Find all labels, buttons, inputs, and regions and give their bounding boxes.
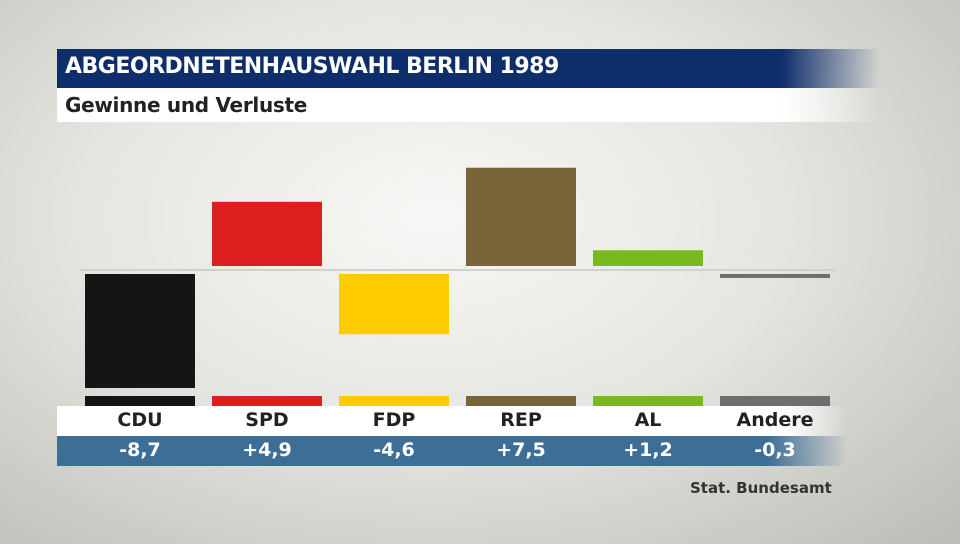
bar-al bbox=[593, 250, 703, 266]
source-label: Stat. Bundesamt bbox=[690, 479, 832, 497]
category-label-fdp: FDP bbox=[372, 409, 416, 431]
subtitle-bar: Gewinne und Verluste bbox=[57, 88, 880, 122]
color-strip-cdu bbox=[85, 396, 195, 406]
category-label-andere: Andere bbox=[736, 409, 814, 431]
value-label-spd: +4,9 bbox=[242, 439, 292, 461]
category-labels-row: CDU SPD FDP REP AL Andere bbox=[57, 406, 847, 436]
color-strip-rep bbox=[466, 396, 576, 406]
value-label-cdu: -8,7 bbox=[119, 439, 161, 461]
chart-title: ABGEORDNETENHAUSWAHL BERLIN 1989 bbox=[65, 54, 559, 79]
category-label-rep: REP bbox=[500, 409, 542, 431]
value-label-al: +1,2 bbox=[623, 439, 673, 461]
color-strip-al bbox=[593, 396, 703, 406]
value-labels-row: -8,7 +4,9 -4,6 +7,5 +1,2 -0,3 bbox=[57, 436, 847, 466]
color-strip-fdp bbox=[339, 396, 449, 406]
category-label-al: AL bbox=[634, 409, 662, 431]
bar-fdp bbox=[339, 274, 449, 335]
color-strip-spd bbox=[212, 396, 322, 406]
title-bar: ABGEORDNETENHAUSWAHL BERLIN 1989 bbox=[57, 49, 880, 88]
value-label-rep: +7,5 bbox=[496, 439, 546, 461]
bar-rep bbox=[466, 167, 576, 266]
color-strip-andere bbox=[720, 396, 830, 406]
bar-andere bbox=[720, 274, 830, 278]
bar-spd bbox=[212, 201, 322, 266]
value-label-fdp: -4,6 bbox=[373, 439, 415, 461]
value-label-andere: -0,3 bbox=[754, 439, 796, 461]
category-label-cdu: CDU bbox=[117, 409, 163, 431]
category-label-spd: SPD bbox=[245, 409, 289, 431]
chart-subtitle: Gewinne und Verluste bbox=[65, 93, 308, 117]
bar-cdu bbox=[85, 274, 195, 388]
